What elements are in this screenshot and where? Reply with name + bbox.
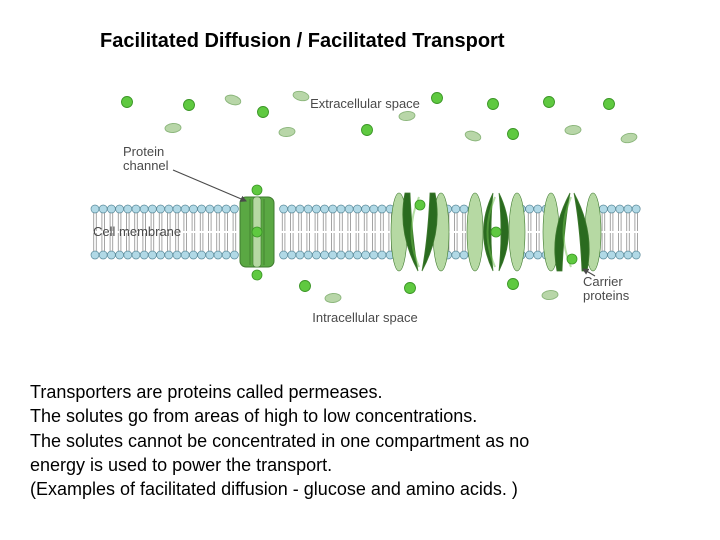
molecule-pale: [620, 132, 638, 144]
molecule-pale: [325, 293, 342, 303]
molecule-pale: [224, 93, 242, 106]
molecule-green: [122, 97, 133, 108]
molecule-green: [508, 129, 519, 140]
carrier-protein: [467, 193, 525, 271]
molecule-green: [258, 107, 269, 118]
body-line-3: The solutes cannot be concentrated in on…: [30, 429, 690, 453]
label-extracellular: Extracellular space: [310, 96, 420, 111]
molecule-pale: [165, 123, 182, 133]
body-line-4: energy is used to power the transport.: [30, 453, 690, 477]
diagram-svg: Extracellular space Intracellular space Pr…: [85, 90, 645, 330]
molecule-green: [405, 283, 416, 294]
molecule-green: [432, 93, 443, 104]
molecule-green: [300, 281, 311, 292]
body-line-1: Transporters are proteins called permeas…: [30, 380, 690, 404]
body-text: Transporters are proteins called permeas…: [30, 380, 690, 501]
molecule-pale: [279, 127, 296, 138]
label-protein-channel: Protein: [123, 144, 164, 159]
page-title: Facilitated Diffusion / Facilitated Tran…: [100, 30, 505, 53]
molecule-pale: [464, 129, 482, 142]
label-intracellular: Intracellular space: [312, 310, 418, 325]
body-line-2: The solutes go from areas of high to low…: [30, 404, 690, 428]
label-cell-membrane: Cell membrane: [93, 224, 181, 239]
molecule-green: [604, 99, 615, 110]
carrier-protein: [391, 193, 449, 271]
molecule-green: [544, 97, 555, 108]
label-protein-channel-2: channel: [123, 158, 169, 173]
molecule-green: [184, 100, 195, 111]
molecule-pale: [292, 90, 310, 102]
membrane-diagram: Extracellular space Intracellular space Pr…: [85, 90, 645, 330]
molecule-green: [488, 99, 499, 110]
molecule-pale: [565, 125, 582, 135]
label-carrier-proteins: Carrier: [583, 274, 623, 289]
carrier-protein: [543, 193, 601, 271]
label-carrier-proteins-2: proteins: [583, 288, 630, 303]
molecule-green: [362, 125, 373, 136]
molecule-pale: [542, 290, 559, 300]
body-line-5: (Examples of facilitated diffusion - glu…: [30, 477, 690, 501]
molecule-green: [508, 279, 519, 290]
protein-channel: [240, 185, 274, 280]
molecule-pale: [399, 111, 416, 122]
